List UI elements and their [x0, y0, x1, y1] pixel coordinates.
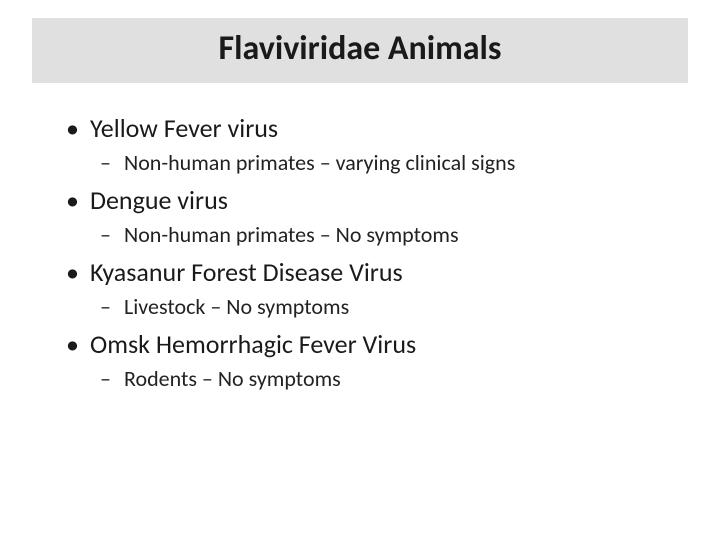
sub-list: Non-human primates – No symptoms: [124, 220, 660, 251]
bullet-list: Yellow Fever virus Non-human primates – …: [90, 111, 660, 395]
list-item: Kyasanur Forest Disease Virus Livestock …: [90, 255, 660, 323]
sub-list: Livestock – No symptoms: [124, 292, 660, 323]
list-item: Yellow Fever virus Non-human primates – …: [90, 111, 660, 179]
list-item-text: Yellow Fever virus: [90, 112, 278, 144]
list-item: Dengue virus Non-human primates – No sym…: [90, 183, 660, 251]
sub-list-item: Livestock – No symptoms: [124, 292, 660, 323]
list-item-text: Omsk Hemorrhagic Fever Virus: [90, 328, 416, 360]
sub-list-item: Rodents – No symptoms: [124, 364, 660, 395]
list-item-text: Kyasanur Forest Disease Virus: [90, 256, 403, 288]
sub-list: Non-human primates – varying clinical si…: [124, 148, 660, 179]
sub-list-item: Non-human primates – varying clinical si…: [124, 148, 660, 179]
list-item: Omsk Hemorrhagic Fever Virus Rodents – N…: [90, 327, 660, 395]
content-area: Yellow Fever virus Non-human primates – …: [0, 83, 720, 395]
list-item-text: Dengue virus: [90, 184, 228, 216]
sub-list-item: Non-human primates – No symptoms: [124, 220, 660, 251]
title-bar: Flaviviridae Animals: [32, 18, 688, 83]
slide-title: Flaviviridae Animals: [32, 28, 688, 69]
sub-list: Rodents – No symptoms: [124, 364, 660, 395]
